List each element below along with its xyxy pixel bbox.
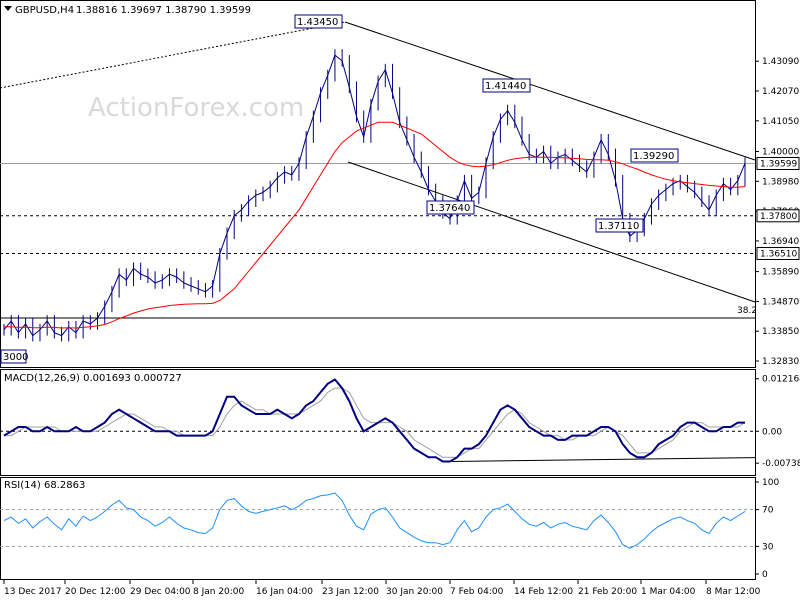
time-tick-label: 20 Dec 12:00	[65, 587, 126, 597]
time-tick-label: 8 Jan 20:00	[193, 587, 245, 597]
level-price-box	[756, 156, 800, 170]
rsi-series	[0, 492, 755, 549]
time-tick-label: 30 Jan 20:00	[386, 587, 443, 597]
channel-upper-line	[344, 21, 756, 161]
level-price-label: 1.39599	[760, 159, 797, 169]
annotation-3000: 3000	[3, 352, 28, 363]
moving-average-line	[4, 121, 746, 329]
close-line	[3, 54, 746, 337]
macd-tick-label: 0.012164	[762, 375, 800, 385]
annotation-1-39290: 1.39290	[633, 151, 674, 162]
rsi-tick-label: 30	[762, 542, 774, 552]
annotation-1-41440: 1.41440	[485, 81, 526, 92]
price-tick-label: 1.42070	[762, 87, 799, 97]
level-price-box	[756, 246, 800, 260]
macd-title: MACD(12,26,9) 0.001693 0.000727	[4, 373, 182, 384]
long-term-trendline	[0, 21, 346, 89]
dropdown-triangle-icon[interactable]	[4, 6, 12, 11]
time-tick-label: 7 Feb 04:00	[450, 587, 504, 597]
channel-lower-line	[347, 161, 756, 303]
macd-series	[0, 378, 756, 463]
rsi-axis: 100 70 30 0	[755, 478, 779, 580]
price-tick-label: 1.36940	[762, 237, 799, 247]
macd-panel	[0, 369, 756, 476]
symbol-label: GBPUSD,H4	[15, 5, 74, 16]
rsi-line	[3, 492, 746, 549]
time-tick-label: 14 Feb 12:00	[514, 587, 573, 597]
price-annotations: 1.43450 1.41440 1.39290 1.37640 1.37110 …	[0, 14, 757, 364]
time-tick-label: 1 Mar 04:00	[641, 587, 696, 597]
annotation-high: 1.43450	[297, 17, 338, 28]
time-axis: 13 Dec 2017 20 Dec 12:00 29 Dec 04:00 8 Jan…	[3, 580, 761, 597]
macd-tick-label: -0.007384	[762, 459, 800, 469]
watermark: ActionForex.com	[88, 93, 304, 123]
macd-line	[3, 378, 745, 463]
fib-38-2-label: 38.2	[737, 306, 757, 316]
annotation-1-37110: 1.37110	[598, 221, 639, 232]
level-price-label: 1.36510	[760, 249, 797, 259]
time-tick-label: 29 Dec 04:00	[130, 587, 191, 597]
macd-axis: 0.012164 0.00 -0.007384	[755, 375, 800, 469]
rsi-tick-label: 0	[762, 570, 768, 580]
macd-tick-label: 0.00	[762, 427, 782, 437]
time-tick-label: 13 Dec 2017	[4, 587, 62, 597]
price-tick-label: 1.35890	[762, 268, 799, 278]
price-tick-label: 1.32830	[762, 357, 799, 367]
time-tick-label: 16 Jan 04:00	[256, 587, 313, 597]
annotation-1-37640: 1.37640	[429, 203, 470, 214]
price-tick-label: 1.41050	[762, 117, 799, 127]
price-tick-label: 1.43090	[762, 57, 799, 67]
price-tick-label: 1.38980	[762, 177, 799, 187]
price-panel	[0, 0, 756, 368]
time-tick-label: 23 Jan 12:00	[322, 587, 379, 597]
price-tick-label: 1.40000	[762, 148, 799, 158]
rsi-panel	[0, 477, 756, 580]
level-price-label: 1.37800	[760, 212, 797, 222]
level-price-box	[756, 209, 800, 223]
price-tick-label: 1.33850	[762, 327, 799, 337]
header: GBPUSD,H4 1.38816 1.39697 1.38790 1.3959…	[4, 5, 251, 16]
rsi-tick-label: 70	[762, 506, 774, 516]
macd-trendline	[451, 457, 756, 463]
price-tick-label: 1.34870	[762, 297, 799, 307]
price-levels	[0, 162, 755, 319]
price-axis: 1.430901.420701.410501.400001.389801.379…	[755, 57, 800, 367]
trendlines	[0, 21, 756, 303]
time-tick-label: 21 Feb 20:00	[578, 587, 637, 597]
rsi-title: RSI(14) 68.2863	[4, 480, 85, 491]
ohlc-readout: 1.38816 1.39697 1.38790 1.39599	[76, 5, 251, 16]
time-tick-label: 8 Mar 12:00	[706, 587, 761, 597]
rsi-tick-label: 100	[762, 478, 779, 488]
